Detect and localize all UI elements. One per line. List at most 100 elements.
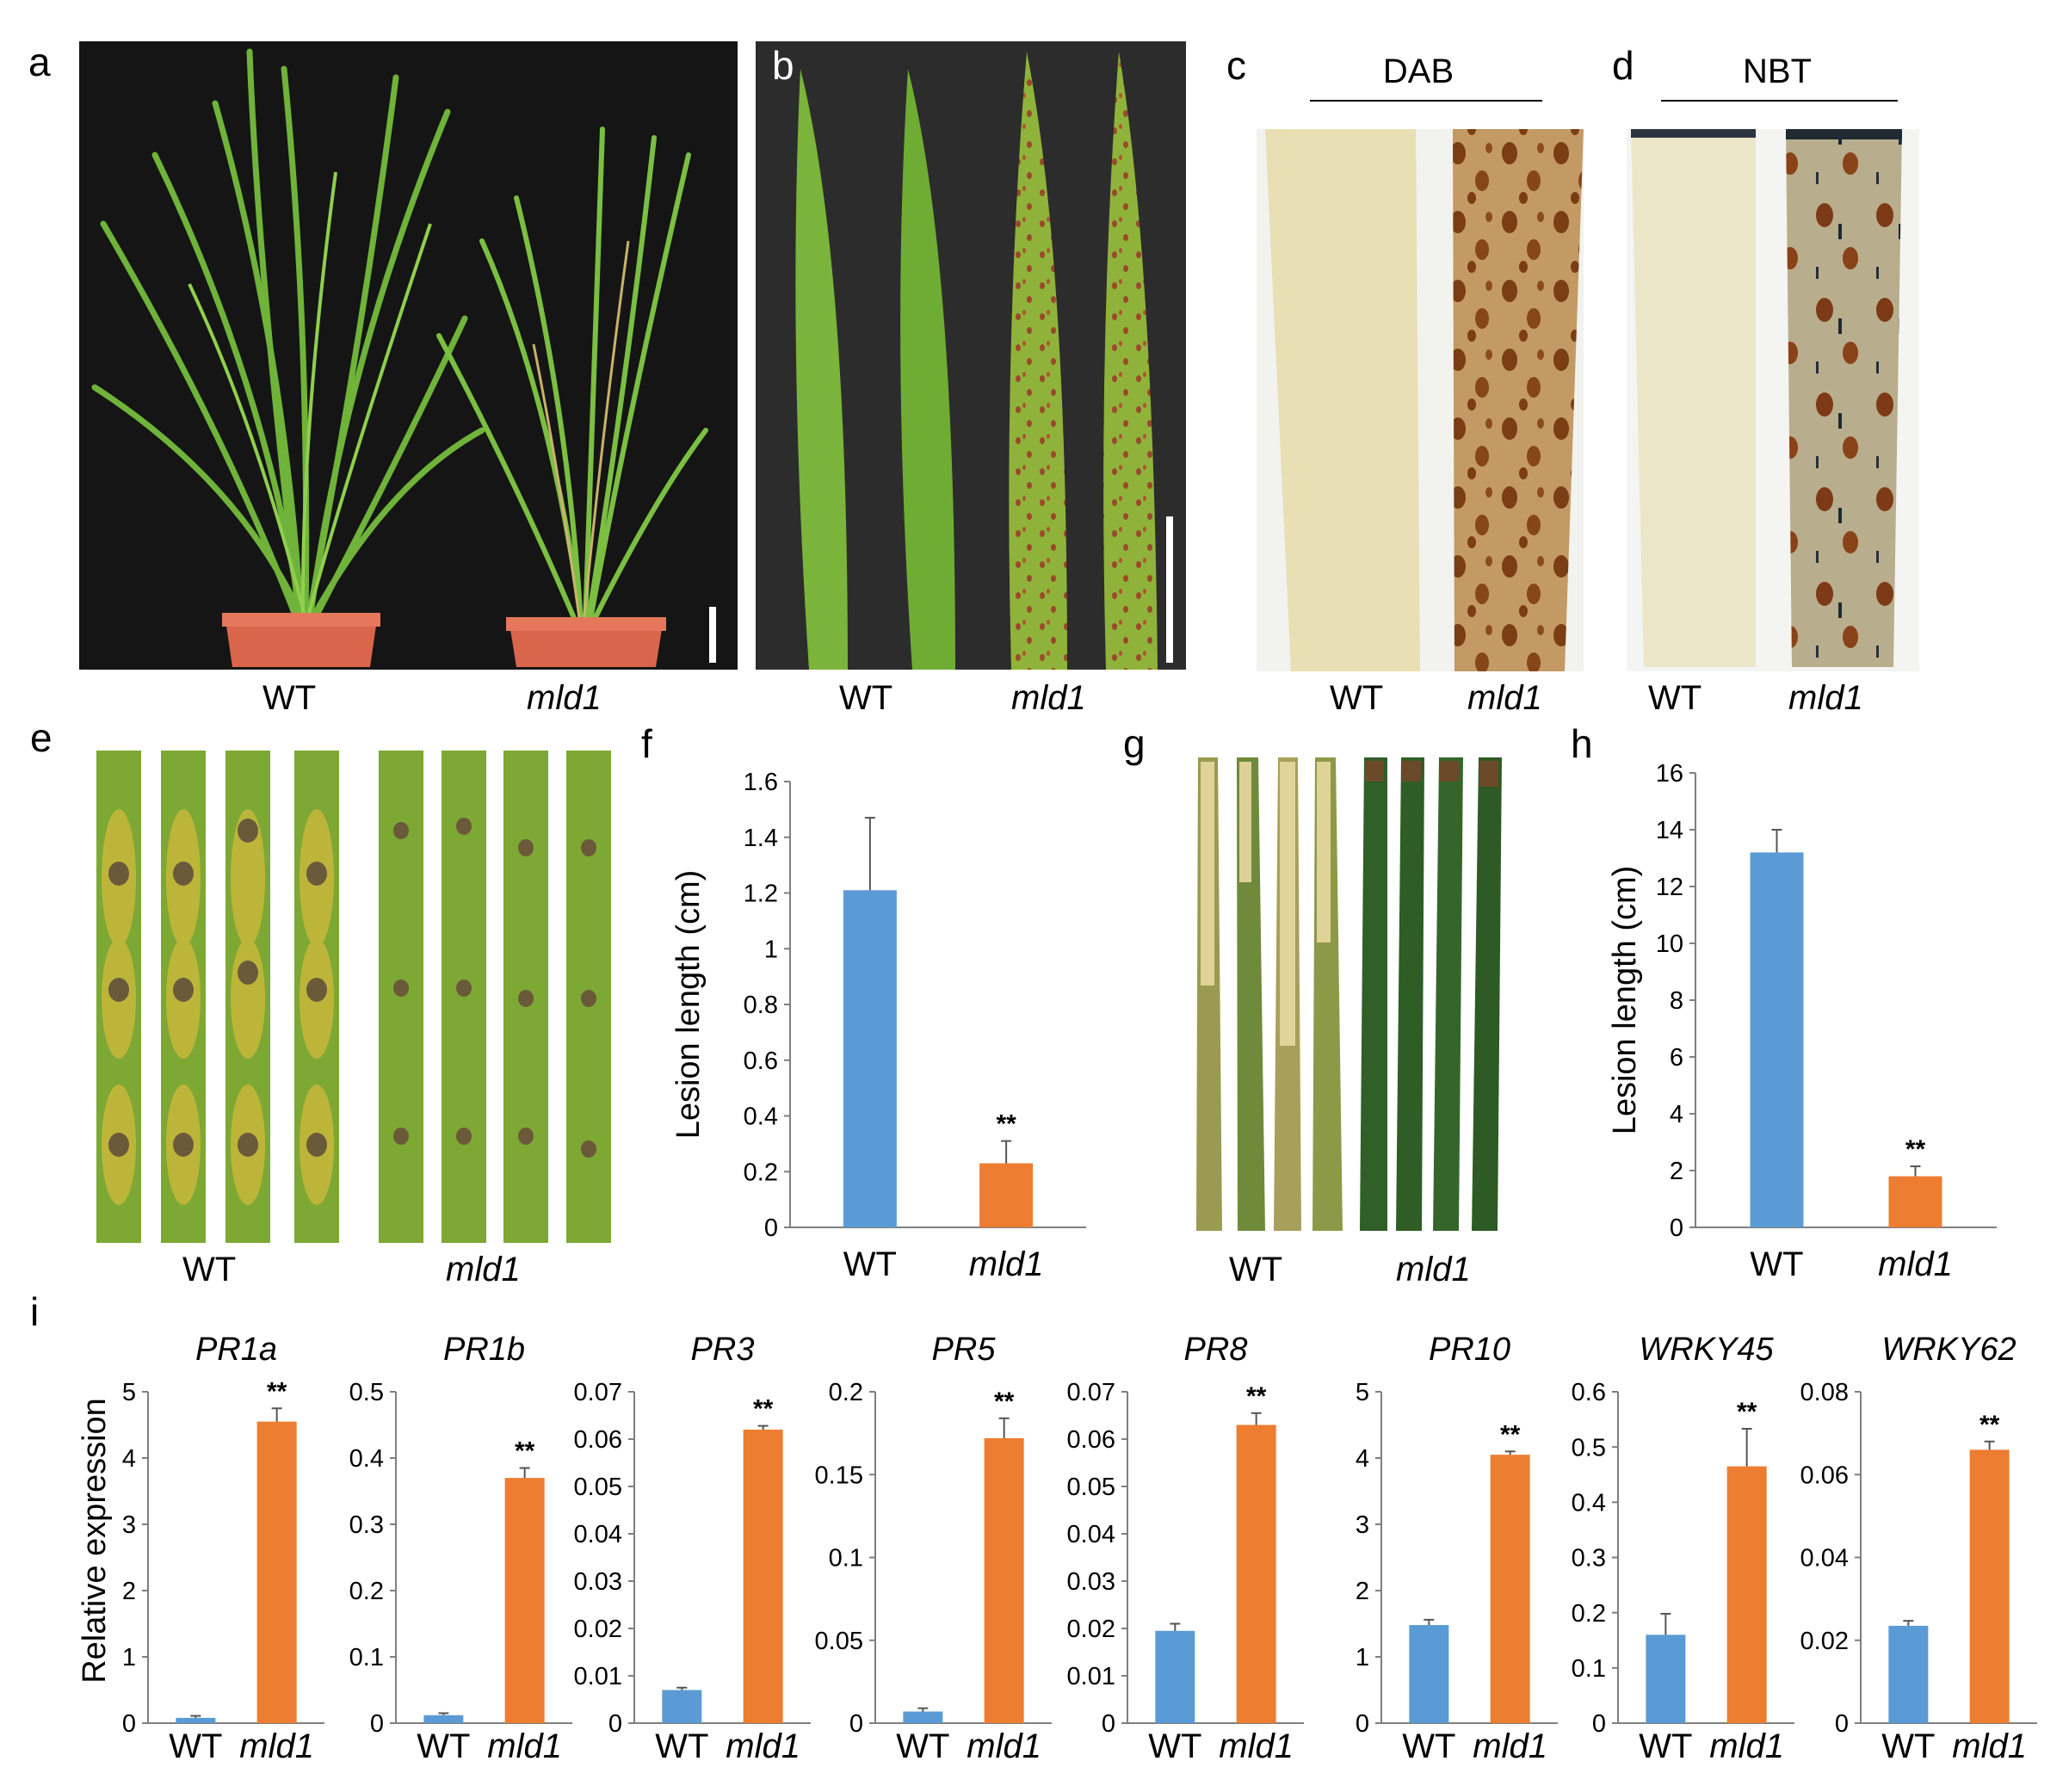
chart-i6-significance: ** xyxy=(1500,1420,1521,1449)
chart-i6-tick-label: 4 xyxy=(1356,1445,1369,1473)
chart-i4-category-label: mld1 xyxy=(967,1727,1041,1765)
chart-f-ylabel: Lesion length (cm) xyxy=(670,870,707,1140)
panel-d-title: NBT xyxy=(1743,53,1812,90)
chart-i8-bar-mld1 xyxy=(1969,1449,2010,1723)
chart-i1-tick-label: 3 xyxy=(122,1511,136,1539)
chart-i7-bar-mld1 xyxy=(1726,1466,1767,1723)
chart-i1-tick-label: 5 xyxy=(122,1379,136,1406)
chart-i7-significance: ** xyxy=(1737,1398,1757,1426)
chart-i2-tick-label: 0.1 xyxy=(349,1644,384,1672)
chart-i3-bar-mld1 xyxy=(743,1430,783,1723)
panel-d-label-wt: WT xyxy=(1648,679,1702,717)
chart-f-tick-label: 0.2 xyxy=(744,1159,778,1186)
chart-i5-tick-label: 0.07 xyxy=(1067,1379,1115,1406)
panel-letter-h: h xyxy=(1571,721,1593,766)
panel-letter-e: e xyxy=(30,715,52,760)
chart-i8-bar-wt xyxy=(1888,1625,1929,1723)
chart-i3-significance: ** xyxy=(753,1395,774,1424)
chart-i4-tick-label: 0.1 xyxy=(829,1545,863,1573)
chart-i1-category-label: WT xyxy=(169,1727,222,1765)
chart-i5-tick-label: 0.01 xyxy=(1067,1663,1115,1690)
chart-i5-tick-label: 0.03 xyxy=(1067,1568,1115,1596)
chart-i3-tick-label: 0.02 xyxy=(574,1616,622,1643)
chart-f-significance: ** xyxy=(996,1110,1016,1139)
chart-f-bar-wt xyxy=(843,890,897,1227)
chart-i1-bar-mld1 xyxy=(256,1421,297,1723)
chart-i3-category-label: mld1 xyxy=(726,1727,800,1765)
chart-i4-category-label: WT xyxy=(896,1727,949,1765)
chart-f-tick-label: 1.4 xyxy=(744,825,778,852)
chart-h-tick-label: 16 xyxy=(1656,760,1683,788)
chart-i3: 0 0.01 0.02 0.03 0.04 0.05 0.06 0.07 WT ** mld1 PR3 xyxy=(574,1332,811,1765)
panel-letter-i: i xyxy=(30,1289,39,1334)
chart-i7-tick-label: 0.4 xyxy=(1572,1489,1606,1517)
chart-h-category-label: mld1 xyxy=(1878,1245,1953,1283)
chart-i3-tick-label: 0.05 xyxy=(574,1474,622,1501)
chart-h-tick-label: 8 xyxy=(1670,987,1683,1015)
panel-letter-b: b xyxy=(772,43,794,88)
chart-i7-tick-label: 0.2 xyxy=(1572,1600,1606,1628)
chart-i6-tick-label: 1 xyxy=(1356,1644,1369,1672)
panel-a-label-wt: WT xyxy=(262,679,316,717)
panel-c-label-mld1: mld1 xyxy=(1467,679,1542,717)
chart-i4-significance: ** xyxy=(994,1387,1015,1416)
chart-i2-tick-label: 0.2 xyxy=(349,1578,384,1605)
chart-i8-tick-label: 0 xyxy=(1835,1710,1849,1738)
chart-i7-bar-wt xyxy=(1646,1634,1686,1723)
chart-h-tick-label: 10 xyxy=(1656,930,1683,958)
chart-i8-significance: ** xyxy=(1979,1411,2000,1439)
chart-h-tick-label: 6 xyxy=(1670,1044,1683,1072)
chart-i5-bar-wt xyxy=(1155,1630,1195,1723)
chart-i2-significance: ** xyxy=(515,1437,535,1466)
chart-h-tick-label: 12 xyxy=(1656,874,1683,901)
chart-i8-title: WRKY62 xyxy=(1881,1332,2016,1368)
chart-i7-tick-label: 0 xyxy=(1592,1710,1606,1738)
chart-i5-tick-label: 0.04 xyxy=(1067,1521,1115,1548)
chart-i6-category-label: mld1 xyxy=(1473,1727,1547,1765)
panel-c-title: DAB xyxy=(1383,53,1454,90)
chart-i2-tick-label: 0 xyxy=(370,1710,384,1738)
chart-i1-tick-label: 1 xyxy=(122,1644,136,1672)
panel-a-label-mld1: mld1 xyxy=(527,679,602,717)
chart-i5-tick-label: 0.06 xyxy=(1067,1426,1115,1454)
chart-i8-tick-label: 0.08 xyxy=(1800,1379,1849,1406)
chart-i4-tick-label: 0.05 xyxy=(815,1628,863,1655)
chart-f-category-label: mld1 xyxy=(969,1245,1044,1283)
chart-i1-tick-label: 4 xyxy=(122,1445,136,1473)
panel-e-label-mld1: mld1 xyxy=(446,1251,521,1288)
chart-i7-title: WRKY45 xyxy=(1639,1332,1774,1368)
chart-h-tick-label: 2 xyxy=(1670,1158,1683,1185)
panel-e-photo xyxy=(93,749,611,1244)
chart-h-tick-label: 0 xyxy=(1670,1214,1683,1242)
chart-i2-tick-label: 0.5 xyxy=(349,1379,384,1406)
chart-i1-tick-label: 2 xyxy=(122,1578,136,1605)
panel-c-photo xyxy=(1257,129,1584,671)
chart-i8-tick-label: 0.04 xyxy=(1800,1545,1849,1573)
chart-i8-tick-label: 0.02 xyxy=(1800,1628,1849,1655)
chart-i8-category-label: WT xyxy=(1881,1727,1935,1765)
chart-i2: 0 0.1 0.2 0.3 0.4 0.5 WT ** mld1 PR1b xyxy=(349,1332,572,1765)
chart-i2-category-label: mld1 xyxy=(487,1727,562,1765)
chart-i1-title: PR1a xyxy=(195,1332,277,1368)
panel-b-label-wt: WT xyxy=(839,679,892,717)
chart-i-group: 0 1 2 3 4 5 WT ** mld1 PR1a 0 0.1 0.2 0.3 0.4 0.5 WT ** ml… xyxy=(122,1332,2037,1765)
panel-g-label-wt: WT xyxy=(1229,1251,1282,1288)
chart-f-tick-label: 0.8 xyxy=(744,992,778,1019)
chart-i5-category-label: mld1 xyxy=(1219,1727,1294,1765)
chart-i3-tick-label: 0.01 xyxy=(574,1663,622,1690)
chart-i5-tick-label: 0 xyxy=(1102,1710,1115,1738)
chart-i1-tick-label: 0 xyxy=(122,1710,136,1738)
chart-i6-tick-label: 5 xyxy=(1356,1379,1369,1406)
panel-g-photo xyxy=(1183,757,1519,1235)
chart-i6-title: PR10 xyxy=(1429,1332,1510,1368)
chart-h-ylabel: Lesion length (cm) xyxy=(1607,866,1643,1135)
chart-i2-category-label: WT xyxy=(417,1727,470,1765)
chart-i7-tick-label: 0.1 xyxy=(1572,1655,1606,1683)
chart-i2-tick-label: 0.3 xyxy=(349,1511,384,1539)
chart-i3-category-label: WT xyxy=(655,1727,708,1765)
chart-i8-tick-label: 0.06 xyxy=(1800,1461,1849,1489)
chart-h-bar-mld1 xyxy=(1888,1176,1942,1227)
chart-i7-category-label: mld1 xyxy=(1709,1727,1784,1765)
panel-d-label-mld1: mld1 xyxy=(1788,679,1863,717)
